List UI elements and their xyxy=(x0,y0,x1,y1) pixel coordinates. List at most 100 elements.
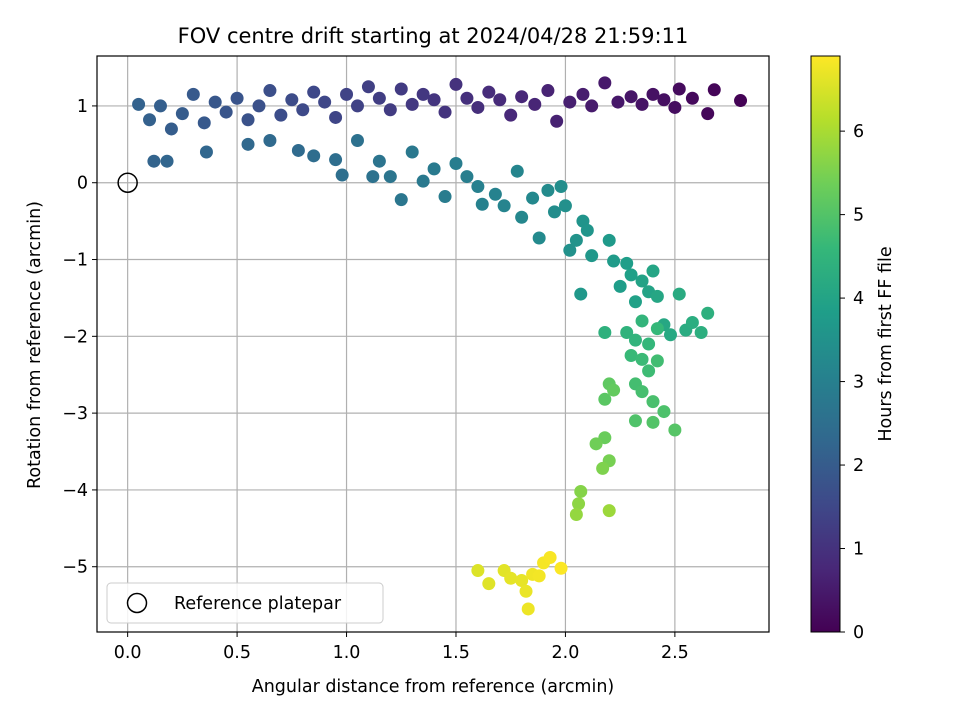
data-point xyxy=(642,364,656,378)
data-point xyxy=(394,82,408,96)
data-point xyxy=(335,168,349,182)
data-point xyxy=(694,325,708,339)
data-point xyxy=(563,95,577,109)
chart-title: FOV centre drift starting at 2024/04/28 … xyxy=(178,24,689,48)
data-point xyxy=(554,180,568,194)
legend-label: Reference platepar xyxy=(174,594,342,614)
data-point xyxy=(318,95,332,109)
data-point xyxy=(635,352,649,366)
reference-marker xyxy=(117,172,138,193)
data-point xyxy=(274,108,288,122)
grid-lines xyxy=(97,56,769,632)
colorbar: 0 1 2 3 4 5 6 Hours from first FF file xyxy=(810,55,896,643)
data-point xyxy=(460,170,474,184)
data-point xyxy=(657,93,671,107)
data-point xyxy=(598,325,612,339)
data-point xyxy=(504,108,518,122)
data-point xyxy=(628,414,642,428)
y-axis-ticks: 1 0 −1 −2 −3 −4 −5 xyxy=(62,97,97,578)
data-point xyxy=(482,85,496,99)
data-point xyxy=(488,187,502,201)
data-point xyxy=(526,191,540,205)
data-point xyxy=(329,110,343,124)
data-point xyxy=(635,274,649,288)
data-point xyxy=(624,90,638,104)
data-point xyxy=(416,174,430,188)
colorbar-label: Hours from first FF file xyxy=(876,246,896,441)
data-point xyxy=(596,461,610,475)
data-point xyxy=(449,77,463,91)
data-point xyxy=(449,157,463,171)
data-point xyxy=(569,233,583,247)
data-point xyxy=(153,99,167,113)
data-point xyxy=(147,154,161,168)
data-point xyxy=(186,87,200,101)
data-point xyxy=(646,87,660,101)
x-tick-label: 2.5 xyxy=(661,643,689,663)
colorbar-ticks: 0 1 2 3 4 5 6 xyxy=(840,122,864,643)
data-point xyxy=(143,113,157,127)
data-point xyxy=(672,82,686,96)
legend-box xyxy=(106,582,384,624)
data-point xyxy=(438,105,452,119)
data-point xyxy=(624,349,638,363)
data-point xyxy=(563,243,577,257)
data-point xyxy=(471,100,485,114)
data-point xyxy=(642,337,656,351)
data-point xyxy=(620,256,634,270)
data-point xyxy=(532,569,546,583)
data-point xyxy=(589,437,603,451)
data-point xyxy=(569,507,583,521)
data-point xyxy=(405,145,419,159)
data-point xyxy=(550,114,564,128)
data-point xyxy=(241,113,255,127)
y-tick-label: −2 xyxy=(62,327,88,347)
data-point xyxy=(350,99,364,113)
data-point xyxy=(635,97,649,111)
data-point xyxy=(208,95,222,109)
data-point xyxy=(199,145,213,159)
data-point xyxy=(541,84,555,98)
data-point xyxy=(383,170,397,184)
y-tick-label: 0 xyxy=(77,174,88,194)
data-point xyxy=(515,90,529,104)
data-point xyxy=(646,415,660,429)
data-point xyxy=(427,93,441,107)
colorbar-tick-label: 5 xyxy=(853,206,864,226)
x-tick-label: 0.0 xyxy=(114,643,142,663)
data-point xyxy=(160,154,174,168)
data-point xyxy=(574,287,588,301)
data-point xyxy=(707,83,721,97)
plot-frame xyxy=(96,55,770,633)
data-point xyxy=(598,392,612,406)
data-point xyxy=(471,564,485,578)
data-point xyxy=(628,333,642,347)
data-point xyxy=(504,571,518,585)
data-point xyxy=(291,143,305,157)
data-point xyxy=(285,93,299,107)
data-point xyxy=(607,254,621,268)
data-point xyxy=(263,133,277,147)
data-point xyxy=(620,325,634,339)
data-point xyxy=(635,314,649,328)
data-point xyxy=(646,264,660,278)
y-tick-label: −3 xyxy=(62,404,88,424)
data-point xyxy=(427,162,441,176)
data-point xyxy=(482,577,496,591)
data-point xyxy=(372,91,386,105)
data-point xyxy=(611,95,625,109)
data-point xyxy=(307,149,321,163)
data-point xyxy=(263,84,277,98)
x-axis-label: Angular distance from reference (arcmin) xyxy=(252,677,615,697)
data-point xyxy=(701,306,715,320)
data-point xyxy=(493,93,507,107)
data-point xyxy=(598,76,612,90)
data-point xyxy=(350,133,364,147)
y-tick-label: 1 xyxy=(77,97,88,117)
legend-marker xyxy=(126,592,148,614)
data-point xyxy=(175,107,189,121)
data-point xyxy=(405,97,419,111)
data-point xyxy=(307,85,321,99)
data-point xyxy=(164,122,178,136)
x-tick-label: 1.5 xyxy=(442,643,470,663)
